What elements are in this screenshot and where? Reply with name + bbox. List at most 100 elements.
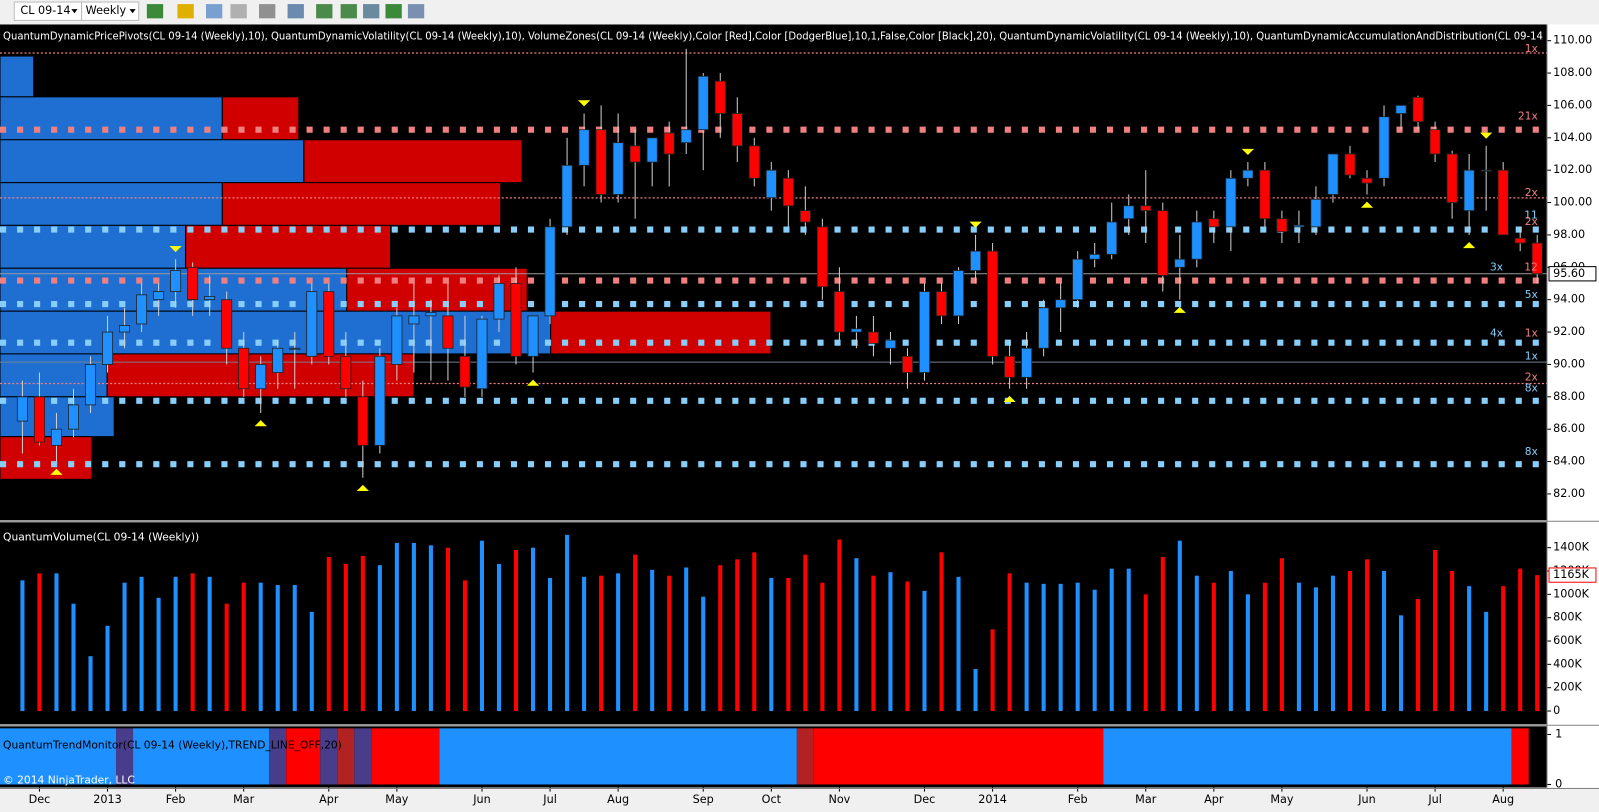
candle-body — [936, 291, 948, 317]
candle-body — [221, 299, 233, 349]
volume-bar — [718, 565, 723, 712]
candle-body — [884, 339, 896, 349]
indicators-button[interactable] — [316, 4, 333, 19]
volume-bar — [71, 603, 76, 712]
volume-bar — [394, 543, 399, 712]
y-tick-label: 600K — [1553, 634, 1582, 647]
candle-body — [238, 347, 250, 390]
volume-bar — [667, 575, 672, 712]
interval-selector[interactable] — [81, 1, 140, 21]
candle-body — [629, 145, 641, 163]
strategies-button[interactable] — [340, 4, 357, 19]
volume-bar — [582, 576, 587, 712]
candle-body — [578, 129, 590, 166]
volume-bar — [207, 576, 212, 712]
candle-body — [1361, 177, 1373, 184]
candle-body — [425, 312, 437, 317]
zoom-out-button[interactable] — [230, 4, 247, 19]
candle-body — [850, 328, 862, 333]
volume-bar — [343, 564, 348, 712]
pointer-button[interactable] — [259, 4, 276, 19]
volume-bar — [88, 656, 93, 712]
volume-bar — [1109, 568, 1114, 712]
candle-body — [646, 137, 658, 163]
x-tick-label: May — [385, 793, 409, 806]
level-label: 12 — [1524, 260, 1538, 273]
volume-bar — [1467, 586, 1472, 712]
candle-body — [306, 291, 318, 357]
level-label: 1x — [1525, 42, 1538, 55]
candle-body — [1497, 169, 1509, 236]
bar-type-button[interactable] — [146, 4, 164, 19]
candle-body — [1208, 218, 1220, 228]
y-tick-label: 106.00 — [1553, 98, 1592, 111]
candle-body — [680, 129, 692, 144]
volume-bar — [1024, 582, 1029, 712]
volume-bar — [1007, 573, 1012, 712]
volume-bar — [1075, 582, 1080, 712]
volume-bar — [1347, 571, 1353, 712]
x-tick-label: Jun — [1357, 793, 1376, 806]
volume-bar — [871, 575, 876, 712]
pivot-high-marker — [969, 221, 982, 228]
y-tick-label: 0 — [1553, 704, 1560, 717]
volume-bar — [292, 585, 297, 712]
volume-bar — [769, 578, 774, 712]
volume-bar — [275, 585, 280, 712]
x-tick-label: 2013 — [93, 793, 122, 806]
x-tick-label: Jul — [1427, 793, 1442, 806]
candle-body — [1344, 153, 1356, 176]
volume-bar — [599, 575, 604, 712]
y-tick-label: 86.00 — [1553, 422, 1585, 435]
trend-segment — [354, 728, 372, 785]
symbol: CL 09-14 — [20, 4, 70, 17]
level-label: 1x — [1525, 327, 1538, 340]
candle-body — [970, 250, 982, 271]
candle-body — [16, 396, 28, 422]
candle-body — [663, 132, 675, 155]
volume-bar — [530, 547, 536, 712]
draw-button[interactable] — [177, 4, 194, 19]
candle-body — [1378, 116, 1390, 179]
volume-bar — [1518, 568, 1523, 712]
candle-body — [1157, 210, 1169, 276]
y-tick-label: 200K — [1553, 681, 1582, 694]
level-label: 8x — [1525, 382, 1538, 395]
candle-body — [1429, 129, 1441, 155]
pivot-high-marker — [1241, 148, 1254, 155]
volume-bar — [360, 555, 365, 712]
candle-body — [1140, 205, 1152, 212]
orders-button[interactable] — [385, 4, 402, 19]
level-label: 4x — [1490, 327, 1503, 340]
volume-zone-blue — [0, 96, 223, 141]
volume-zone-red — [221, 96, 300, 141]
trend-segment — [286, 728, 321, 785]
volume-bar — [650, 569, 655, 712]
chart-button[interactable] — [363, 4, 380, 19]
volume-bar — [1416, 599, 1421, 712]
volume-bar — [1279, 558, 1284, 712]
candle-body — [340, 355, 352, 390]
volume-bar — [462, 580, 467, 712]
volume-bar — [922, 590, 927, 712]
pivot-low-marker — [1360, 201, 1374, 208]
volume-zone-red — [185, 224, 392, 269]
y-tick-label: 400K — [1553, 657, 1582, 670]
volume-bar — [258, 582, 263, 712]
data-box-button[interactable] — [287, 4, 304, 19]
zoom-in-button[interactable] — [205, 4, 223, 19]
copyright: © 2014 NinjaTrader, LLC — [3, 773, 135, 786]
candle-body — [67, 404, 80, 430]
volume-bar — [20, 580, 25, 712]
candle-body — [833, 291, 845, 333]
candle-body — [1412, 96, 1424, 123]
last-volume-box — [1548, 567, 1597, 583]
candle-body — [612, 142, 624, 195]
candle-body — [799, 210, 811, 223]
volume-bar — [445, 547, 450, 712]
properties-button[interactable] — [407, 4, 425, 19]
candle-body — [1004, 355, 1016, 378]
trend-segment — [269, 728, 287, 785]
level-label: 5x — [1525, 288, 1538, 301]
